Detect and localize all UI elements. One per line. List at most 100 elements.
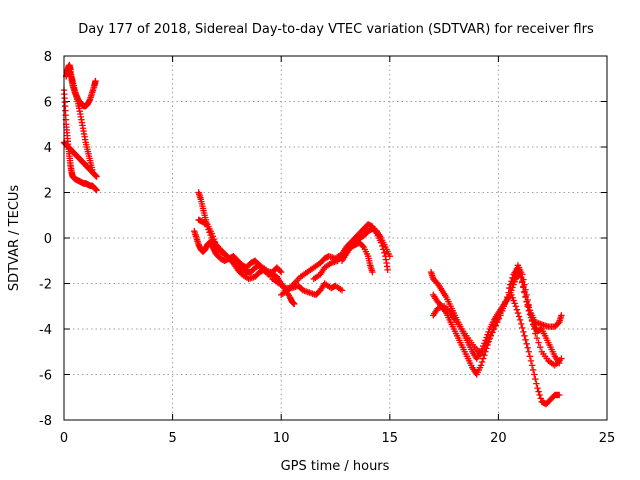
data-point xyxy=(507,281,514,288)
data-point xyxy=(516,316,524,324)
data-point xyxy=(506,284,513,292)
data-points xyxy=(60,61,565,408)
data-point xyxy=(525,304,533,311)
data-point xyxy=(509,274,516,282)
data-point xyxy=(511,300,518,307)
data-point xyxy=(291,300,298,308)
data-point xyxy=(381,249,388,256)
data-point xyxy=(515,267,523,275)
data-point xyxy=(520,328,527,336)
data-point xyxy=(532,375,539,383)
data-point xyxy=(516,271,524,278)
data-point xyxy=(531,371,538,378)
data-point xyxy=(526,353,534,360)
data-point xyxy=(518,320,525,328)
data-point xyxy=(93,173,100,180)
data-point xyxy=(537,395,544,402)
data-series-segment-1c xyxy=(60,139,100,180)
data-point xyxy=(92,77,99,85)
y-tick-label: 8 xyxy=(44,50,52,65)
y-tick-label: 2 xyxy=(44,187,52,202)
x-tick-label: 20 xyxy=(490,431,507,446)
data-point xyxy=(481,351,488,359)
data-point xyxy=(477,362,485,369)
data-point xyxy=(209,233,216,240)
x-axis-label: GPS time / hours xyxy=(281,459,390,474)
data-point xyxy=(534,384,541,392)
data-point xyxy=(537,344,544,351)
y-tick-label: -2 xyxy=(39,278,52,293)
x-tick-label: 0 xyxy=(60,431,68,446)
data-point xyxy=(520,283,527,290)
data-point xyxy=(485,336,493,343)
data-point xyxy=(558,312,565,319)
data-point xyxy=(528,362,536,369)
data-series-segment-2b xyxy=(191,227,285,278)
data-point xyxy=(386,253,393,260)
data-point xyxy=(484,339,491,346)
data-series-segment-1d xyxy=(65,66,96,173)
data-point xyxy=(531,325,538,333)
data-series-segment-3d xyxy=(506,264,565,330)
plot-frame xyxy=(63,55,608,421)
data-point xyxy=(519,278,526,285)
data-point xyxy=(527,357,535,365)
data-point xyxy=(278,268,285,276)
data-series-segment-1a xyxy=(60,86,100,194)
data-point xyxy=(510,297,517,304)
y-tick-label: -8 xyxy=(39,414,52,429)
data-point xyxy=(514,309,522,317)
data-point xyxy=(384,266,391,274)
data-point xyxy=(509,294,516,301)
data-point xyxy=(210,235,218,243)
data-point xyxy=(502,298,509,305)
data-point xyxy=(533,334,541,342)
data-point xyxy=(558,355,565,362)
data-series-segment-3b xyxy=(430,291,563,408)
data-point xyxy=(211,238,219,246)
data-point xyxy=(514,264,522,271)
data-point xyxy=(478,358,486,366)
data-point xyxy=(490,325,498,333)
data-point xyxy=(525,348,533,355)
data-point xyxy=(524,301,531,308)
data-point xyxy=(513,306,521,313)
data-point xyxy=(535,339,542,346)
data-point xyxy=(499,307,506,314)
data-point xyxy=(503,293,511,301)
data-point xyxy=(508,278,515,285)
data-series-segment-2f xyxy=(338,225,393,264)
data-point xyxy=(519,324,526,332)
data-point xyxy=(532,330,539,337)
data-point xyxy=(492,322,499,329)
y-tick-label: 0 xyxy=(44,232,52,247)
data-point xyxy=(518,274,525,282)
data-point xyxy=(359,242,366,250)
data-point xyxy=(338,287,346,294)
y-tick-label: -4 xyxy=(39,323,52,338)
data-point xyxy=(522,336,529,344)
data-point xyxy=(369,268,376,276)
data-point xyxy=(556,391,563,399)
data-point xyxy=(521,288,528,295)
data-point xyxy=(495,315,503,322)
x-tick-label: 5 xyxy=(168,431,176,446)
data-point xyxy=(276,267,284,275)
data-point xyxy=(489,329,496,336)
data-point xyxy=(524,344,531,351)
data-point xyxy=(487,332,494,340)
chart-title: Day 177 of 2018, Sidereal Day-to-day VTE… xyxy=(78,22,594,37)
data-point xyxy=(526,307,534,314)
y-axis-label: SDTVAR / TECUs xyxy=(7,185,22,292)
data-point xyxy=(522,293,529,300)
tick-labels: 0 5 10 15 20 25 -8 -6 -4 -2 0 2 4 6 8 xyxy=(39,50,615,446)
data-point xyxy=(500,303,508,310)
data-point xyxy=(535,388,542,395)
data-point xyxy=(533,380,540,387)
data-point xyxy=(523,340,530,347)
data-point xyxy=(523,298,530,305)
x-tick-label: 10 xyxy=(273,431,290,446)
data-point xyxy=(208,230,215,237)
y-tick-label: 4 xyxy=(44,141,52,156)
